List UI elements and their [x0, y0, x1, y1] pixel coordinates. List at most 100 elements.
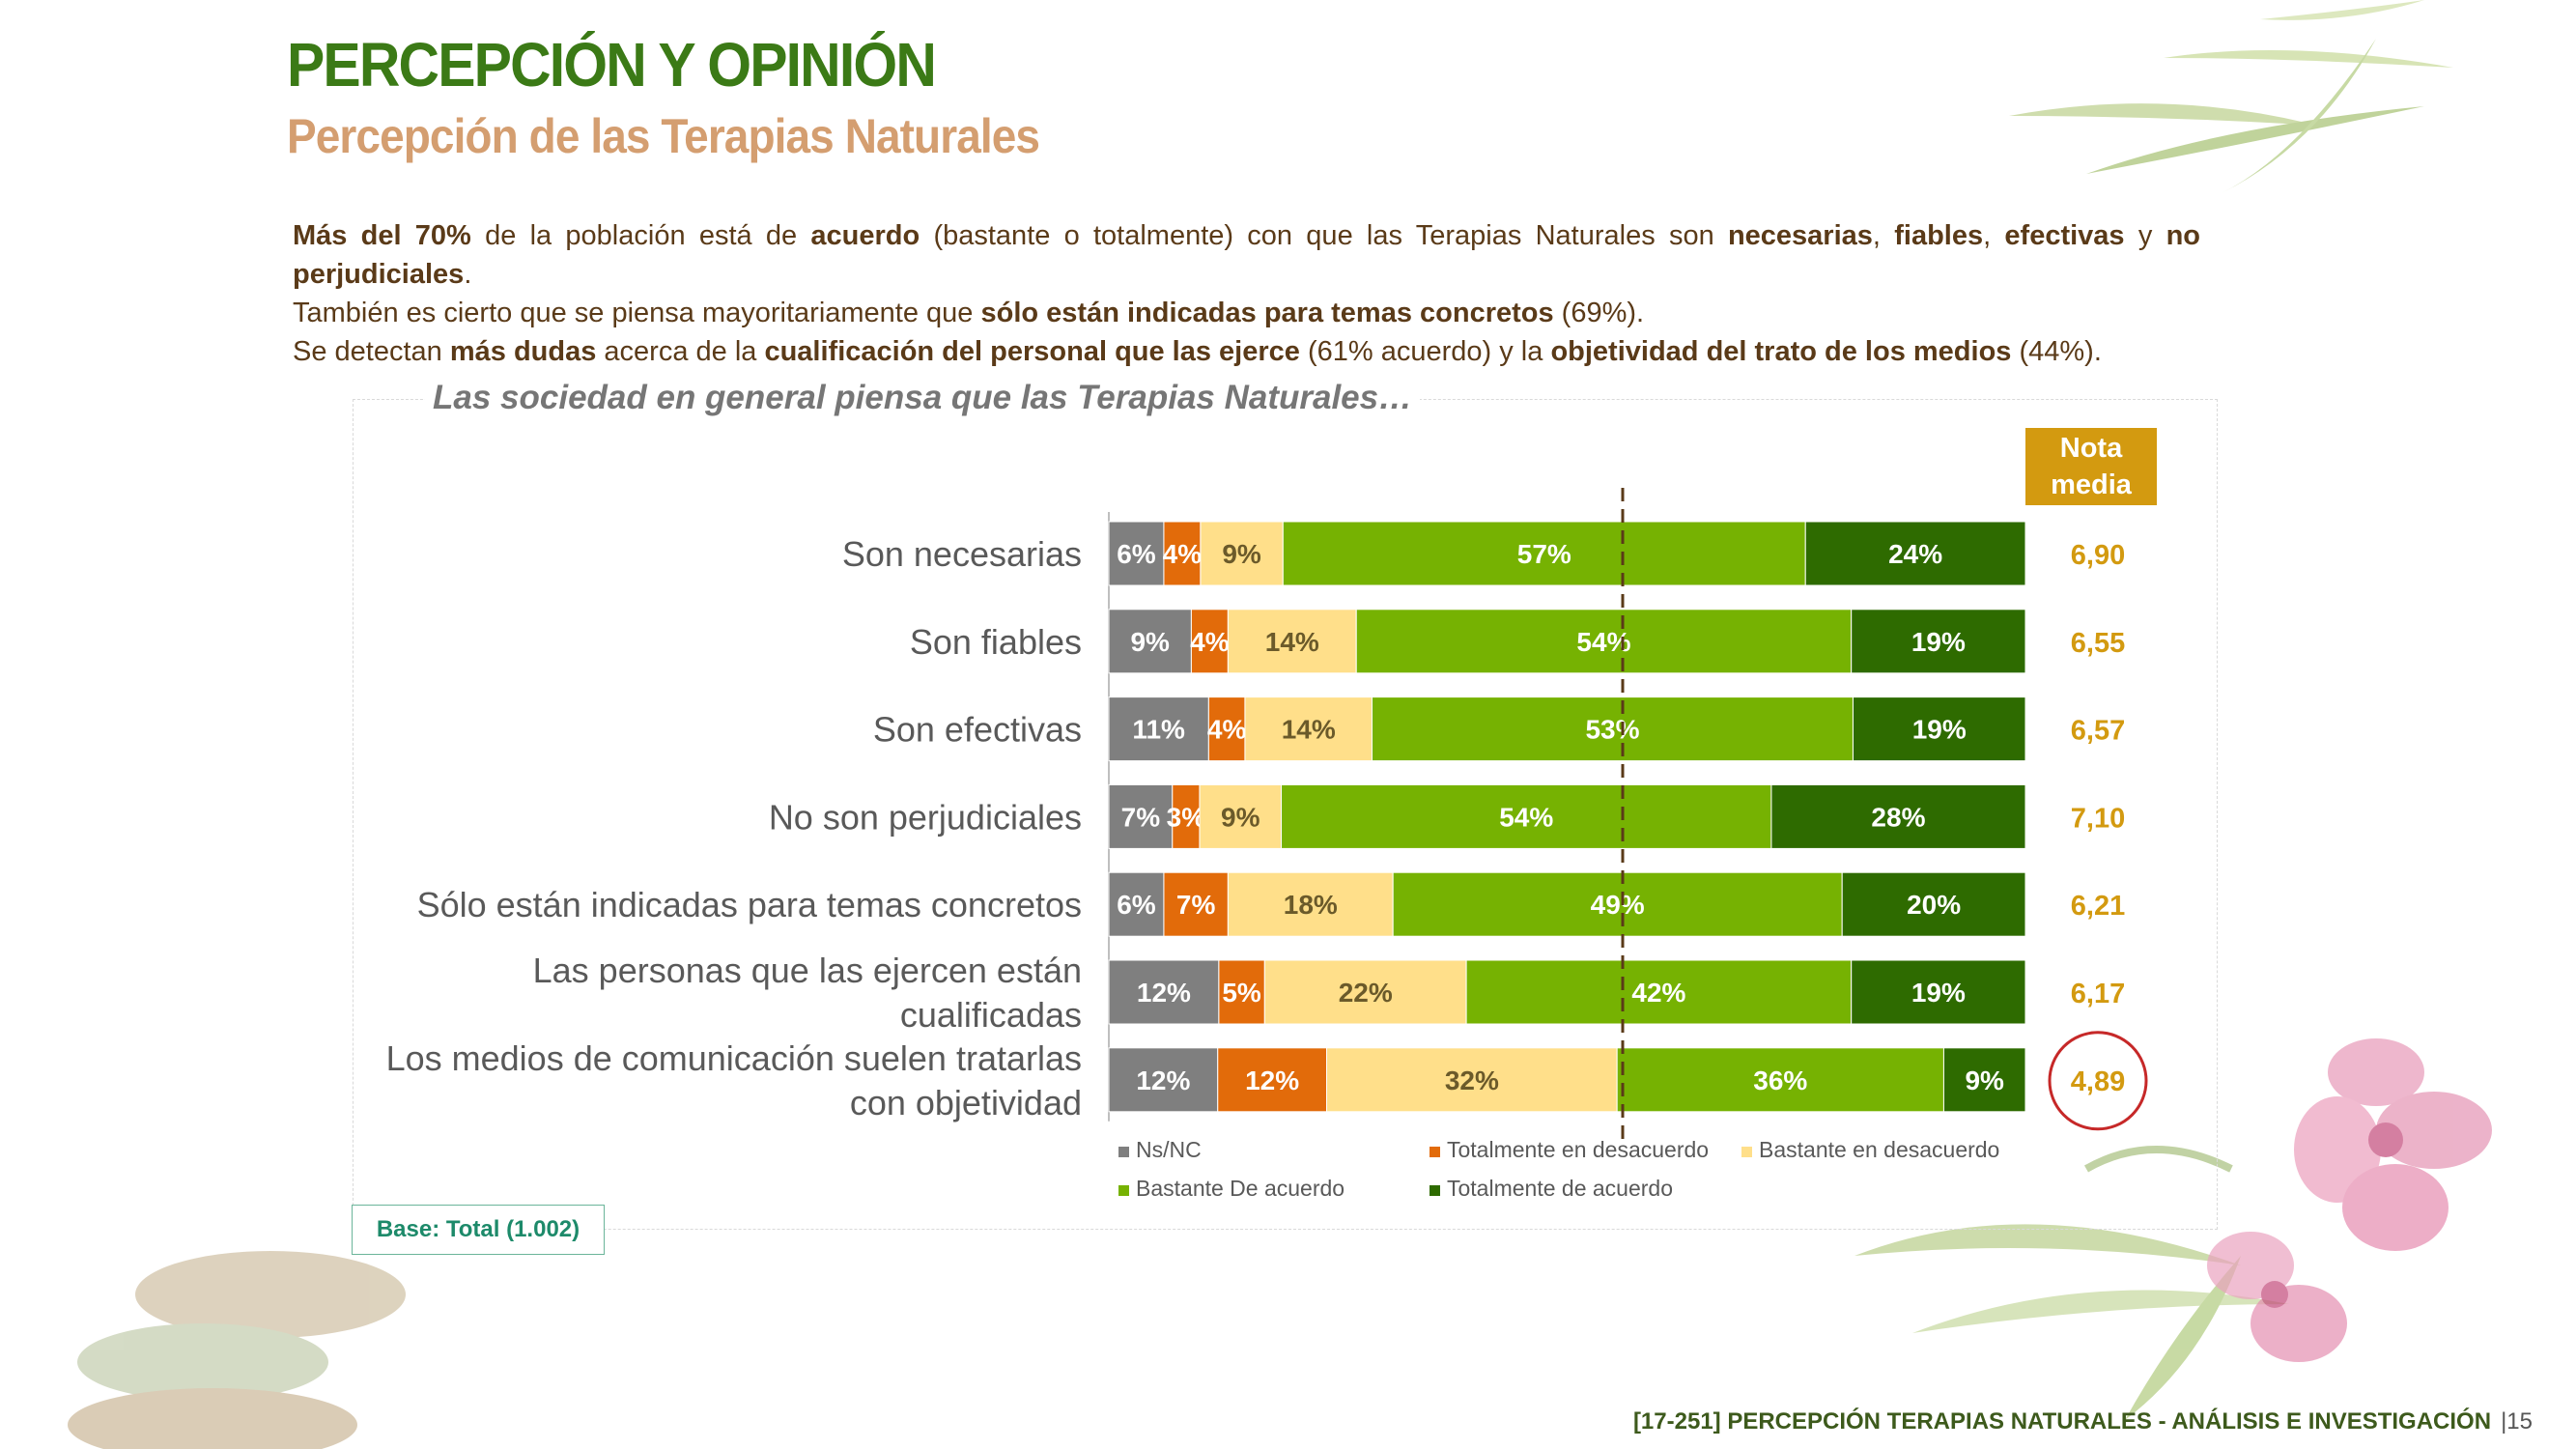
orchid-decoration: [1854, 1038, 2492, 1420]
category-label-line: Las personas que las ejercen están: [533, 951, 1082, 990]
intro-bold-run: Más del 70%: [293, 220, 471, 251]
bamboo-leaves-decoration: [2009, 0, 2453, 193]
bar-segment: [1163, 871, 1229, 937]
intro-text-run: ,: [1872, 220, 1895, 251]
bar-value-label: 18%: [1284, 890, 1338, 920]
legend-label: Totalmente de acuerdo: [1447, 1176, 1673, 1201]
category-label-line: Son efectivas: [873, 710, 1082, 750]
bar-value-label: 9%: [1965, 1065, 2004, 1095]
intro-bold-run: acuerdo: [810, 220, 920, 251]
bar-segment: [1841, 871, 2026, 937]
category-label: Los medios de comunicación suelen tratar…: [386, 1038, 1082, 1122]
category-label-line: con objetividad: [850, 1083, 1082, 1122]
legend-swatch: [1118, 1147, 1129, 1157]
nota-media-value: 7,10: [2071, 803, 2125, 834]
intro-text-run: y: [2124, 220, 2166, 251]
bar-segment: [1108, 521, 1165, 586]
bar-segment: [1172, 783, 1201, 849]
nota-media-highlight-circle: [2048, 1031, 2148, 1131]
bar-segment: [1163, 521, 1202, 586]
bar-value-label: 9%: [1221, 802, 1260, 832]
intro-text: Más del 70% de la población está de acue…: [293, 216, 2200, 371]
intro-bold-run: objetividad del trato de los medios: [1550, 336, 2012, 367]
category-label: Son necesarias: [842, 534, 1082, 574]
bar-value-label: 4%: [1207, 715, 1247, 745]
bar-segment: [1851, 609, 2026, 674]
bar-value-label: 22%: [1339, 978, 1393, 1008]
bar-value-label: 42%: [1631, 978, 1685, 1008]
bar-value-label: 5%: [1222, 978, 1261, 1008]
nota-media-header-line1: Nota: [2059, 433, 2123, 464]
intro-bold-run: sólo están indicadas para temas concreto…: [980, 298, 1554, 328]
intro-text-run: de la población está de: [470, 220, 811, 251]
intro-paragraph-2: También es cierto que se piensa mayorita…: [293, 294, 2200, 332]
bar-value-label: 54%: [1499, 802, 1553, 832]
category-label-line: Sólo están indicadas para temas concreto…: [417, 885, 1082, 924]
category-label: Las personas que las ejercen están cualif…: [533, 951, 1082, 1035]
bar-segment: [1108, 783, 1174, 849]
intro-text-run: (bastante o totalmente) con que las Tera…: [920, 220, 1728, 251]
bar-segment: [1244, 696, 1373, 762]
bar-segment: [1263, 959, 1467, 1025]
intro-bold-run: cualificación del personal que las ejerc…: [764, 336, 1300, 367]
bar-value-label: 28%: [1871, 802, 1925, 832]
nota-media-value: 6,17: [2071, 979, 2125, 1009]
category-label: No son perjudiciales: [769, 797, 1082, 837]
page-number: |15: [2501, 1408, 2533, 1435]
bar-segment: [1465, 959, 1853, 1025]
bar-value-label: 24%: [1888, 539, 1942, 569]
bar-segment: [1190, 609, 1229, 674]
nota-media-value: 4,89: [2071, 1066, 2125, 1097]
nota-media-value: 6,90: [2071, 540, 2125, 571]
bar-segment: [1200, 521, 1284, 586]
bar-segment: [1326, 1047, 1618, 1113]
category-label-line: No son perjudiciales: [769, 797, 1082, 837]
intro-text-run: .: [464, 259, 472, 290]
bar-value-label: 19%: [1912, 715, 1967, 745]
bar-value-label: 14%: [1282, 715, 1336, 745]
bar-segment: [1851, 959, 2026, 1025]
intro-text-run: (69%).: [1553, 298, 1645, 328]
bar-value-label: 4%: [1190, 627, 1230, 657]
bar-value-label: 6%: [1117, 890, 1156, 920]
bar-value-label: 32%: [1445, 1065, 1499, 1095]
intro-paragraph-3: Se detectan más dudas acerca de la cuali…: [293, 332, 2200, 371]
category-label: Son fiables: [910, 622, 1082, 662]
legend-swatch: [1430, 1147, 1440, 1157]
bar-value-label: 12%: [1137, 978, 1191, 1008]
bar-segment: [1616, 1047, 1944, 1113]
bar-segment: [1227, 609, 1357, 674]
bar-segment: [1108, 1047, 1219, 1113]
category-label: Son efectivas: [873, 710, 1082, 750]
intro-text-run: (61% acuerdo) y la: [1299, 336, 1551, 367]
bar-segment: [1392, 871, 1843, 937]
bar-segment: [1942, 1047, 2026, 1113]
bar-value-label: 12%: [1136, 1065, 1190, 1095]
intro-text-run: ,: [1983, 220, 2005, 251]
bar-value-label: 53%: [1585, 715, 1639, 745]
intro-text-run: (44%).: [2011, 336, 2102, 367]
intro-bold-run: efectivas: [2004, 220, 2125, 251]
legend-label: Ns/NC: [1136, 1137, 1202, 1162]
footer: [17-251] PERCEPCIÓN TERAPIAS NATURALES -…: [1633, 1408, 2533, 1435]
page-title: PERCEPCIÓN Y OPINIÓN: [287, 30, 937, 99]
base-note: Base: Total (1.002): [352, 1205, 605, 1255]
bar-value-label: 11%: [1132, 715, 1185, 745]
bar-segment: [1852, 696, 2026, 762]
intro-bold-run: necesarias: [1727, 220, 1873, 251]
bar-value-label: 7%: [1121, 802, 1161, 832]
bar-value-label: 19%: [1911, 978, 1966, 1008]
bar-value-label: 19%: [1911, 627, 1966, 657]
category-label-line: Los medios de comunicación suelen tratar…: [386, 1038, 1082, 1078]
legend-label: Bastante en desacuerdo: [1759, 1137, 1999, 1162]
bar-value-label: 12%: [1245, 1065, 1299, 1095]
nota-media-value: 6,55: [2071, 628, 2125, 659]
category-label-line: Son necesarias: [842, 534, 1082, 574]
intro-text-run: acerca de la: [596, 336, 765, 367]
legend-swatch: [1741, 1147, 1752, 1157]
page-subtitle: Percepción de las Terapias Naturales: [287, 109, 1040, 163]
bar-segment: [1281, 783, 1772, 849]
bar-segment: [1804, 521, 2026, 586]
stones-decoration: [68, 1251, 406, 1449]
